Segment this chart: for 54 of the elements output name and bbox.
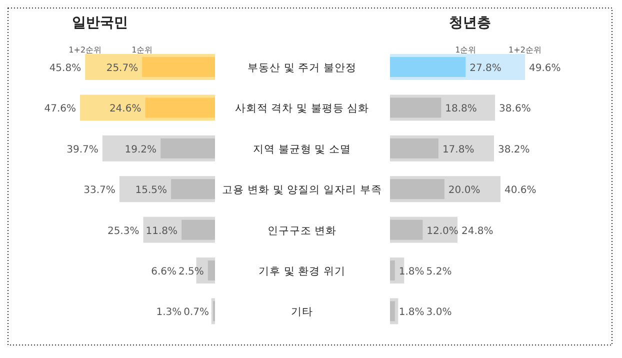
data-label: 39.7% <box>66 144 98 156</box>
data-label: 11.8% <box>146 226 178 237</box>
bar <box>182 220 215 240</box>
data-label: 24.6% <box>109 104 142 115</box>
data-label: 12.0% <box>426 226 458 237</box>
data-label: 45.8% <box>49 63 82 74</box>
y-tick-label: 기후 및 환경 위기 <box>258 266 346 278</box>
data-label: 38.2% <box>498 144 530 156</box>
bar <box>208 260 215 280</box>
bar <box>390 138 438 158</box>
data-label: 1.8% <box>398 266 424 278</box>
y-tick-label: 지역 불균형 및 소멸 <box>252 143 352 156</box>
data-label: 25.3% <box>107 226 140 237</box>
chart-title: 청년층 <box>449 15 491 31</box>
data-label: 17.8% <box>442 144 474 156</box>
series-label: 1+2순위 <box>508 46 542 54</box>
bar <box>390 98 442 118</box>
series-label: 1+2순위 <box>68 46 102 54</box>
data-label: 18.8% <box>445 104 477 115</box>
series-label: 1순위 <box>455 46 476 54</box>
bar <box>390 57 466 77</box>
data-label: 20.0% <box>448 185 480 196</box>
data-label: 5.2% <box>426 266 452 278</box>
chart-title: 일반국민 <box>72 15 128 31</box>
bar <box>171 179 215 200</box>
data-label: 27.8% <box>470 63 502 74</box>
data-label: 33.7% <box>84 185 116 196</box>
data-label: 38.6% <box>499 104 531 115</box>
bar <box>390 260 395 280</box>
data-label: 0.7% <box>184 307 210 318</box>
data-label: 25.7% <box>106 63 138 74</box>
data-label: 2.5% <box>178 266 204 278</box>
bar <box>390 179 444 200</box>
bar <box>160 138 215 158</box>
data-label: 40.6% <box>504 185 536 196</box>
y-tick-label: 고용 변화 및 양질의 일자리 부족 <box>222 184 382 196</box>
data-label: 19.2% <box>124 144 157 156</box>
data-label: 24.8% <box>462 226 494 237</box>
data-label: 47.6% <box>44 104 76 115</box>
data-label: 15.5% <box>135 185 168 196</box>
bar <box>145 98 215 118</box>
y-tick-label: 기타 <box>291 306 313 318</box>
y-tick-label: 사회적 격차 및 불평등 심화 <box>234 102 370 115</box>
series-label: 1순위 <box>132 46 153 54</box>
data-label: 49.6% <box>529 63 561 74</box>
bar <box>390 220 423 240</box>
y-tick-label: 부동산 및 주거 불안정 <box>247 62 357 74</box>
data-label: 6.6% <box>151 266 177 278</box>
data-label: 1.8% <box>398 307 424 318</box>
bar <box>390 301 395 322</box>
data-label: 3.0% <box>426 307 452 318</box>
data-label: 1.3% <box>156 307 182 318</box>
y-tick-label: 인구구조 변화 <box>267 224 337 237</box>
bar <box>142 57 215 77</box>
